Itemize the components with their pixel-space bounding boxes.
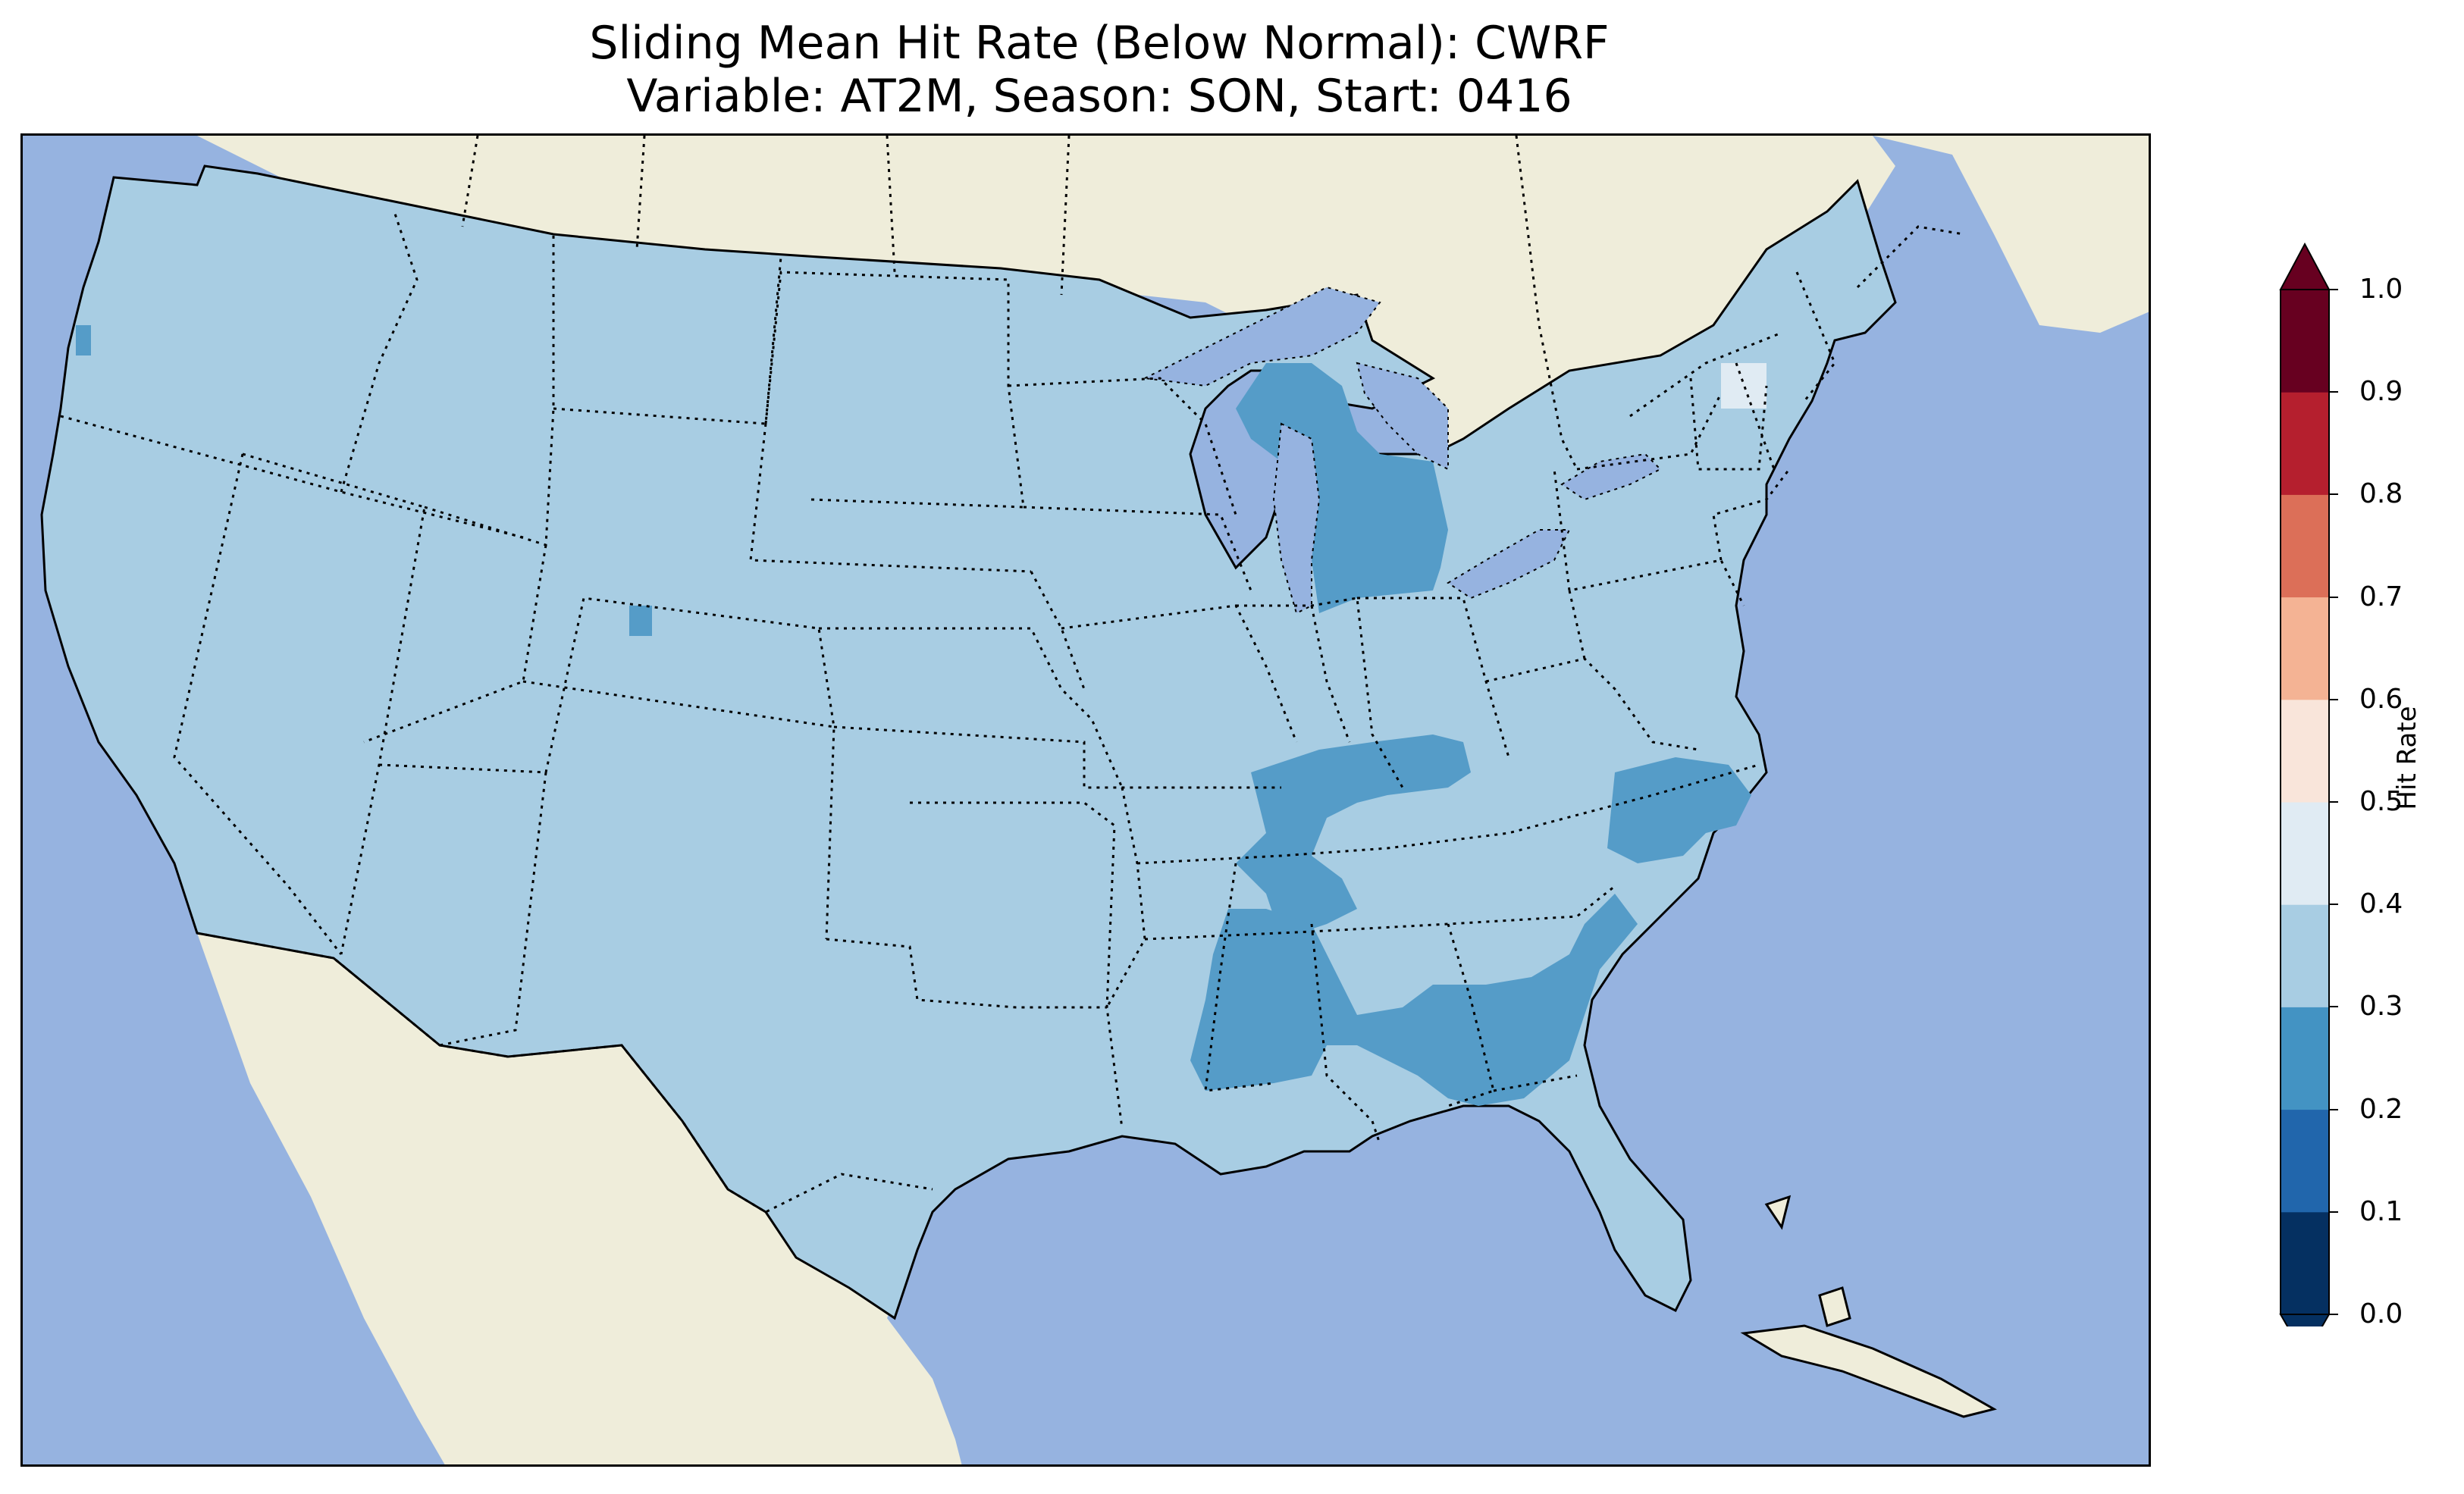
lake-michigan [1272,422,1321,615]
colorbar-tick-mark [2329,904,2338,906]
canada-land [174,136,2149,492]
lake-huron [1356,362,1449,471]
colorbar-bin [2281,904,2329,1007]
region-tennessee-valley [1236,734,1471,939]
region-colorado-spot [629,606,652,636]
colorbar-tick-label: 0.0 [2359,1298,2403,1330]
colorbar-tick-mark [2329,1108,2338,1110]
caribbean-islands [1740,1195,1997,1418]
colorbar-extend-under [2279,1314,2331,1326]
colorbar-bin [2281,597,2329,700]
colorbar-tick-mark [2329,801,2338,803]
colorbar-tick-label: 1.0 [2359,274,2403,305]
mexico-land [197,933,962,1464]
colorbar-tick-mark [2329,391,2338,393]
great-lakes [1142,286,1662,615]
colorbar-bin [2281,1109,2329,1213]
colorbar-tick-mark [2329,1006,2338,1008]
region-michigan [1236,363,1448,613]
colorbar-tick-mark [2329,289,2338,290]
lake-superior [1142,286,1381,387]
lake-ontario [1560,453,1662,501]
colorbar [2279,242,2331,1326]
colorbar-bin [2281,1007,2329,1110]
chart-subtitle: Variable: AT2M, Season: SON, Start: 0416 [626,70,1572,123]
colorbar-tick-mark [2329,493,2338,496]
region-deep-south [1190,894,1638,1106]
colorbar-bin [2281,802,2329,905]
colorbar-extend-over [2279,242,2331,290]
colorbar-bin [2281,392,2329,495]
lake-erie [1447,529,1571,600]
map-svg [23,136,2149,1464]
region-oregon-coast [76,325,91,355]
colorbar-tick-mark [2329,1211,2338,1213]
province-borders [461,136,1964,470]
region-north-carolina [1607,757,1751,863]
region-high-hit-rate [1721,363,1766,409]
colorbar-bin [2281,1211,2329,1315]
colorbar-tick-mark [2329,596,2338,598]
colorbar-tick-label: 0.5 [2359,786,2403,817]
map-panel [20,133,2151,1467]
colorbar-tick-label: 0.2 [2359,1093,2403,1125]
colorbar-bin [2281,494,2329,598]
chart-title: Sliding Mean Hit Rate (Below Normal): CW… [589,17,1610,70]
colorbar-bin [2281,699,2329,803]
colorbar-tick-label: 0.3 [2359,991,2403,1023]
colorbar-label: Hit Rate [2392,706,2422,810]
colorbar-tick-label: 0.1 [2359,1195,2403,1227]
colorbar-bin [2281,290,2329,393]
colorbar-tick-mark [2329,1314,2338,1315]
state-borders [60,211,1836,1145]
low-hit-rate-regions [76,325,1751,1106]
colorbar-tick-label: 0.8 [2359,478,2403,510]
colorbar-tick-label: 0.6 [2359,683,2403,715]
colorbar-tick-label: 0.7 [2359,581,2403,612]
colorbar-tick-label: 0.4 [2359,888,2403,920]
colorbar-tick-label: 0.9 [2359,376,2403,408]
colorbar-tick-mark [2329,698,2338,700]
